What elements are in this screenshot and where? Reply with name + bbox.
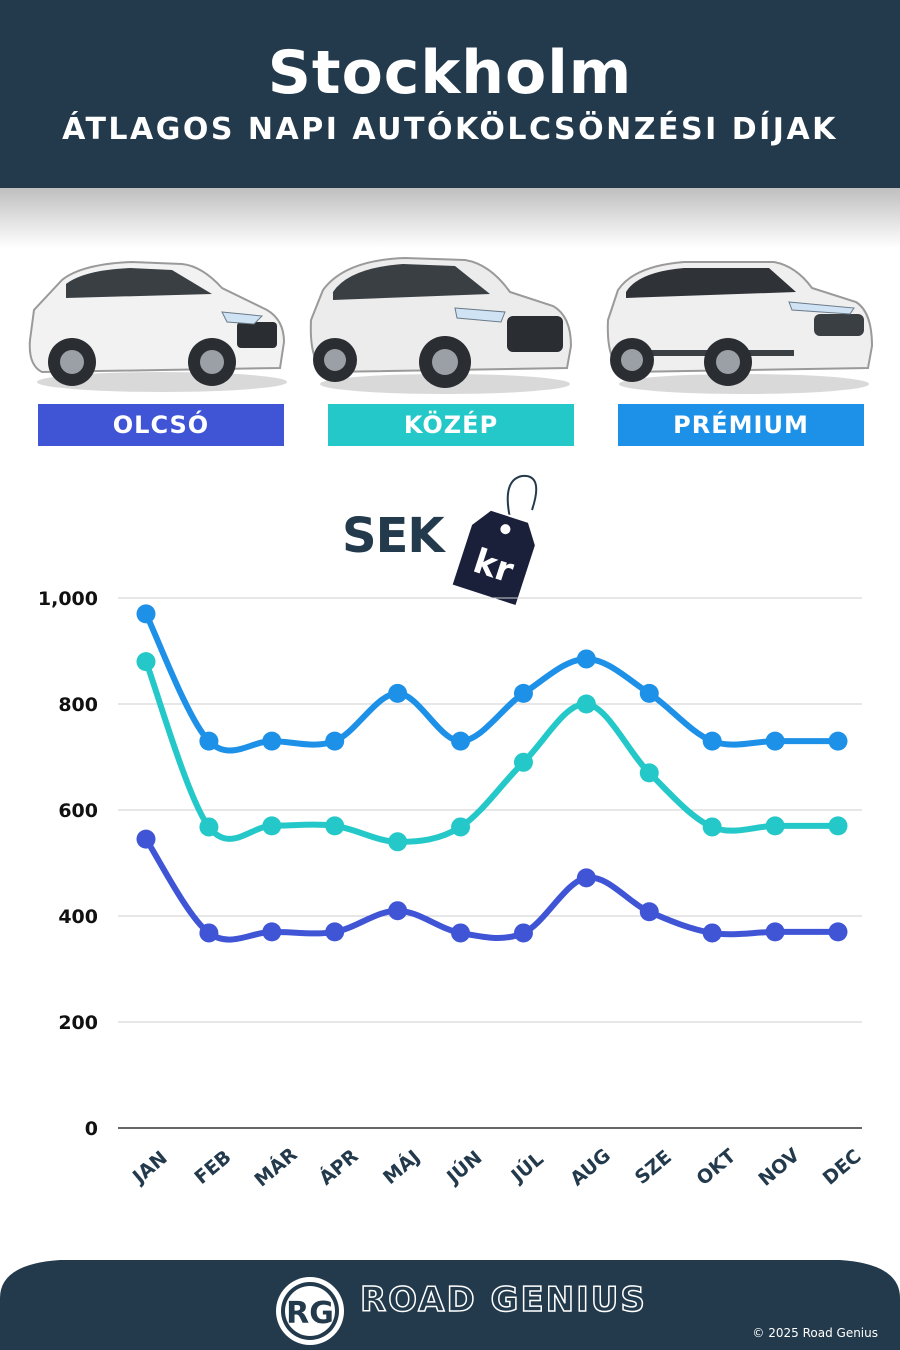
x-tick-label: MÁR: [250, 1142, 302, 1191]
x-tick-label: FEB: [190, 1146, 235, 1189]
category-label-midsize: KÖZÉP: [328, 404, 574, 446]
data-point: [702, 817, 722, 837]
y-tick-label: 200: [58, 1012, 98, 1034]
data-point: [451, 817, 471, 837]
data-point: [765, 922, 785, 942]
data-point: [262, 731, 282, 751]
data-point: [513, 752, 533, 772]
category-label-economy: OLCSÓ: [38, 404, 284, 446]
x-tick-label: JÚN: [440, 1145, 486, 1189]
x-tick-label: ÁPR: [315, 1144, 363, 1190]
x-tick-label: OKT: [692, 1145, 740, 1190]
data-point: [828, 731, 848, 751]
category-label-premium: PRÉMIUM: [618, 404, 864, 446]
data-point: [451, 923, 471, 943]
data-point: [639, 763, 659, 783]
data-point: [576, 868, 596, 888]
series-line-2: [143, 836, 841, 943]
page-title: Stockholm: [267, 38, 633, 108]
x-tick-label: SZE: [631, 1146, 676, 1189]
series-line-1: [143, 658, 841, 845]
data-point: [513, 683, 533, 703]
data-point: [388, 901, 408, 921]
economy-car-image: [28, 260, 287, 392]
data-point: [136, 829, 156, 849]
y-tick-label: 600: [58, 800, 98, 822]
midsize-car-image: [309, 256, 573, 394]
data-point: [262, 816, 282, 836]
x-tick-label: JAN: [127, 1147, 172, 1189]
data-point: [702, 923, 722, 943]
data-point: [828, 816, 848, 836]
x-tick-label: NOV: [754, 1144, 804, 1191]
data-point: [325, 816, 345, 836]
data-point: [325, 731, 345, 751]
data-point: [388, 683, 408, 703]
data-point: [451, 731, 471, 751]
data-point: [136, 604, 156, 624]
data-point: [576, 649, 596, 669]
data-point: [136, 652, 156, 672]
data-point: [639, 902, 659, 922]
x-tick-label: DEC: [819, 1145, 866, 1189]
data-point: [765, 731, 785, 751]
brand-name: ROAD GENIUS: [359, 1279, 647, 1321]
data-point: [199, 923, 219, 943]
footer-bar: [0, 1260, 900, 1350]
header: Stockholm ÁTLAGOS NAPI AUTÓKÖLCSÖNZÉSI D…: [0, 0, 900, 188]
footer-content: ROAD GENIUS © 2025 Road Genius: [0, 1258, 900, 1350]
data-point: [765, 816, 785, 836]
page-subtitle: ÁTLAGOS NAPI AUTÓKÖLCSÖNZÉSI DÍJAK: [62, 112, 838, 147]
data-point: [262, 922, 282, 942]
data-point: [576, 694, 596, 714]
data-point: [199, 817, 219, 837]
data-point: [639, 683, 659, 703]
line-chart: 0 200 400 600 800 1,000 JAN FEB MÁR ÁPR MÁJ JÚN JÚL A…: [38, 588, 866, 1191]
series-line-0: [143, 610, 841, 754]
y-tick-label: 1,000: [38, 588, 98, 610]
logo-text: RG: [286, 1296, 334, 1331]
y-tick-label: 0: [85, 1118, 98, 1140]
data-point: [325, 922, 345, 942]
y-tick-label: 800: [58, 694, 98, 716]
premium-car-image: [606, 261, 874, 394]
road-genius-logo: RG: [276, 1277, 344, 1345]
x-tick-label: MÁJ: [378, 1145, 424, 1189]
x-tick-label: AUG: [566, 1144, 615, 1190]
price-tag-icon: kr: [450, 474, 538, 608]
data-point: [388, 832, 408, 852]
data-point: [513, 923, 533, 943]
copyright: © 2025 Road Genius: [752, 1326, 878, 1340]
header-shadow: [0, 188, 900, 248]
data-point: [702, 731, 722, 751]
x-tick-label: JÚL: [504, 1146, 547, 1188]
y-tick-label: 400: [58, 906, 98, 928]
currency-code: SEK: [342, 508, 445, 564]
data-point: [199, 731, 219, 751]
data-point: [828, 922, 848, 942]
